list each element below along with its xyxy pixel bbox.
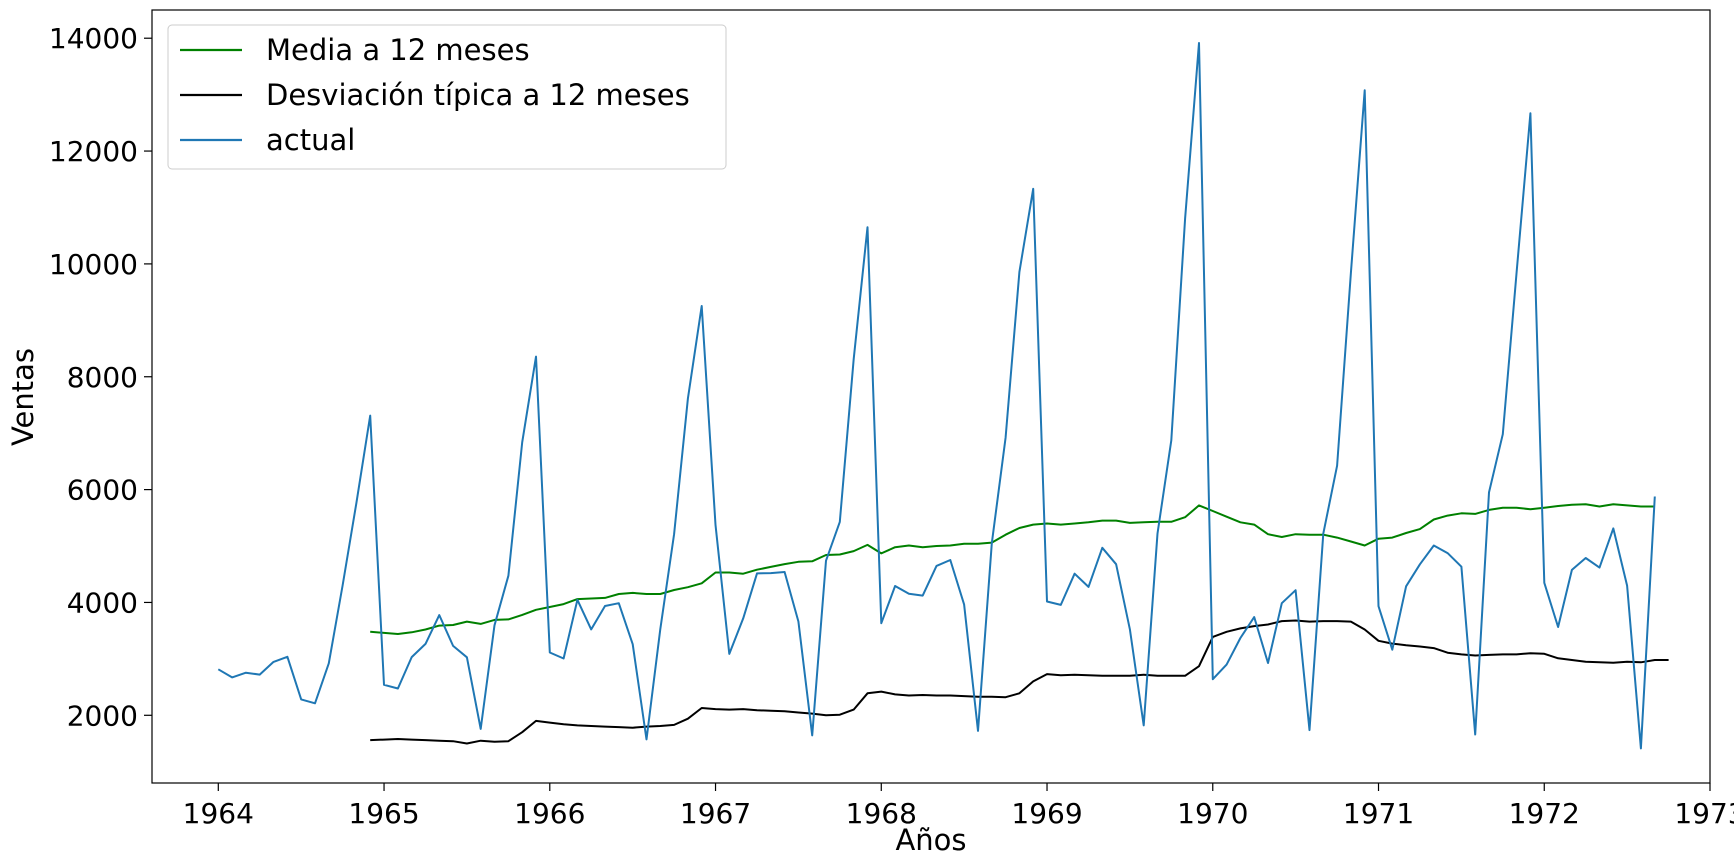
y-tick-label: 8000 xyxy=(67,361,138,394)
series-line-actual xyxy=(217,42,1656,750)
x-tick-label: 1967 xyxy=(680,797,751,830)
legend-label-actual: actual xyxy=(266,123,355,157)
series-line-media xyxy=(370,503,1655,635)
y-tick-label: 14000 xyxy=(49,22,138,55)
x-tick-label: 1971 xyxy=(1343,797,1414,830)
y-tick-label: 4000 xyxy=(67,586,138,619)
x-tick-label: 1969 xyxy=(1011,797,1082,830)
series-line-desviacion xyxy=(370,619,1669,745)
legend-label-media: Media a 12 meses xyxy=(266,33,530,67)
y-tick-label: 6000 xyxy=(67,474,138,507)
x-tick-label: 1970 xyxy=(1177,797,1248,830)
legend-label-desviacion: Desviación típica a 12 meses xyxy=(266,78,690,112)
x-tick-label: 1966 xyxy=(514,797,585,830)
x-tick-label: 1973 xyxy=(1674,797,1734,830)
y-axis: 2000 4000 6000 8000 10000 12000 14000 xyxy=(49,22,152,732)
plot-frame xyxy=(151,9,1711,784)
x-tick-label: 1965 xyxy=(348,797,419,830)
x-tick-label: 1968 xyxy=(846,797,917,830)
y-tick-label: 2000 xyxy=(67,699,138,732)
x-tick-label: 1972 xyxy=(1509,797,1580,830)
x-tick-label: 1964 xyxy=(183,797,254,830)
x-axis: 1964 1965 1966 1967 1968 1969 1970 1971 1972 1973 xyxy=(183,783,1734,830)
series-layer xyxy=(217,42,1669,750)
y-tick-label: 10000 xyxy=(49,248,138,281)
legend-frame xyxy=(167,24,727,170)
y-tick-label: 12000 xyxy=(49,135,138,168)
y-axis-label: Ventas xyxy=(6,348,40,446)
x-axis-label: Años xyxy=(895,823,966,857)
legend: Media a 12 meses Desviación típica a 12 … xyxy=(167,24,727,170)
